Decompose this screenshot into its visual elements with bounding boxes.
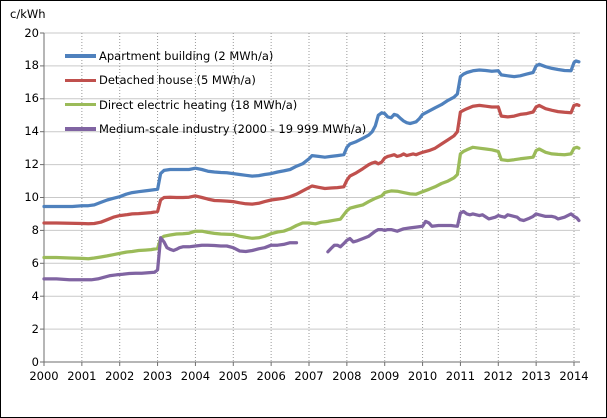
x-tick-label: 2002 — [105, 369, 135, 383]
series-line — [42, 236, 299, 282]
legend-swatch-line — [65, 78, 96, 83]
x-tick-label: 2005 — [218, 369, 248, 383]
x-tick-label: 2014 — [559, 369, 589, 383]
y-axis-unit-label: c/kWh — [10, 7, 46, 21]
x-tick-label: 2007 — [294, 369, 324, 383]
legend: Apartment building (2 MWh/a) Detached hou… — [65, 44, 366, 141]
legend-item: Detached house (5 MWh/a) — [65, 68, 366, 92]
y-tick-label: 8 — [31, 222, 39, 237]
y-tick-label: 16 — [24, 91, 39, 106]
x-tick-label: 2011 — [445, 369, 476, 383]
x-tick-label: 2000 — [29, 369, 59, 383]
y-tick-label: 4 — [31, 288, 39, 303]
legend-swatch-line — [65, 54, 96, 58]
legend-label: Direct electric heating (18 MWh/a) — [99, 97, 298, 112]
y-tick-label: 0 — [31, 354, 39, 369]
x-tick-label: 2009 — [370, 369, 400, 383]
legend-item: Direct electric heating (18 MWh/a) — [65, 93, 366, 117]
y-tick-label: 18 — [24, 58, 39, 73]
x-tick-label: 2012 — [483, 369, 513, 383]
legend-swatch-line — [65, 127, 96, 131]
y-tick-label: 20 — [24, 25, 39, 40]
legend-item: Apartment building (2 MWh/a) — [65, 44, 366, 68]
y-tick-label: 12 — [24, 157, 39, 172]
x-tick-label: 2001 — [67, 369, 97, 383]
legend-item: Medium-scale industry (2000 - 19 999 MWh… — [65, 117, 366, 141]
series-line — [42, 59, 581, 209]
legend-label: Apartment building (2 MWh/a) — [99, 49, 274, 64]
legend-swatch-line — [65, 103, 96, 107]
x-tick-label: 2003 — [142, 369, 173, 383]
x-tick-label: 2004 — [180, 369, 211, 383]
legend-label: Medium-scale industry (2000 - 19 999 MWh… — [99, 122, 367, 137]
y-tick-label: 6 — [31, 255, 39, 270]
series-line — [42, 102, 581, 226]
legend-label: Detached house (5 MWh/a) — [99, 73, 256, 88]
x-tick-label: 2010 — [407, 369, 438, 383]
x-tick-label: 2013 — [521, 369, 551, 383]
y-tick-label: 14 — [24, 124, 39, 139]
series-line — [42, 145, 581, 261]
x-tick-label: 2006 — [256, 369, 286, 383]
series-line — [326, 209, 581, 254]
y-tick-label: 2 — [31, 321, 39, 336]
x-tick-label: 2008 — [332, 369, 362, 383]
y-tick-label: 10 — [24, 190, 39, 204]
